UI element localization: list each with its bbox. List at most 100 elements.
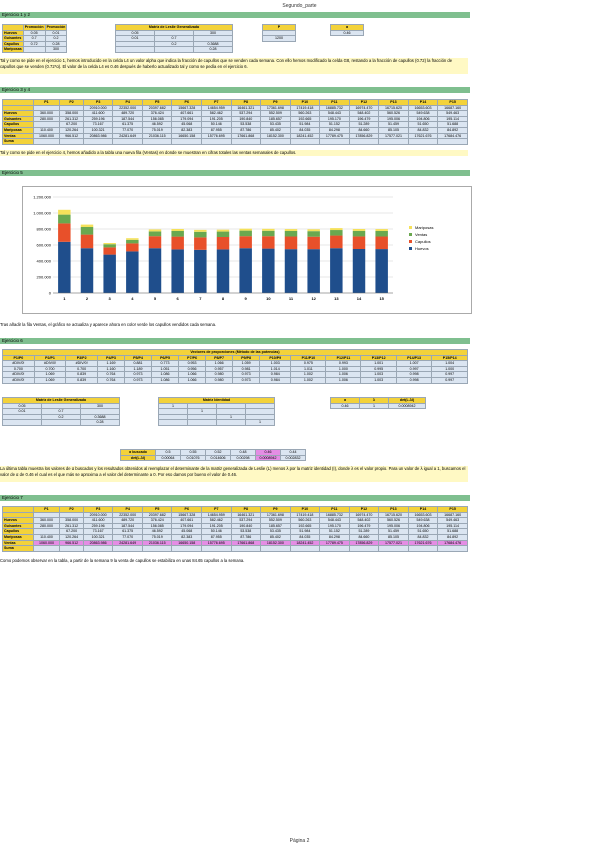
table-cell[interactable]: 0.973 bbox=[124, 377, 153, 384]
table-cell[interactable] bbox=[289, 545, 321, 552]
table-cell[interactable] bbox=[112, 545, 143, 552]
table-cell[interactable] bbox=[59, 545, 84, 552]
table-cell[interactable]: 1.066 bbox=[178, 377, 207, 384]
table-cell[interactable] bbox=[260, 138, 291, 145]
alpha-cell[interactable]: 0.46 bbox=[330, 29, 364, 37]
table-cell[interactable] bbox=[378, 545, 409, 552]
table-cell[interactable]: 0.014606 bbox=[205, 454, 231, 462]
table-cell[interactable]: 16687.160 bbox=[437, 104, 468, 112]
table-row: Ventas 1060.000 966.512 20863.986 24281.649 2… bbox=[2, 132, 468, 140]
table-cell[interactable] bbox=[82, 545, 114, 552]
table-cell-selected[interactable]: 0.0008942 bbox=[255, 454, 281, 462]
table-cell[interactable] bbox=[82, 138, 114, 145]
table-cell[interactable]: 0.984 bbox=[259, 371, 292, 378]
row-label bbox=[2, 104, 34, 112]
table-cell[interactable]: 0.997 bbox=[431, 371, 468, 378]
table-cell[interactable]: 0.764 bbox=[97, 377, 126, 384]
table-cell[interactable]: 1.069 bbox=[33, 377, 67, 384]
table-cell[interactable] bbox=[32, 545, 61, 552]
matrix-cell[interactable] bbox=[216, 419, 246, 426]
table-cell[interactable]: 0.997 bbox=[431, 377, 468, 384]
row-label: Suma bbox=[2, 545, 34, 552]
matrix-cell[interactable]: 1 bbox=[245, 419, 275, 426]
table-cell[interactable] bbox=[141, 138, 173, 145]
table-cell[interactable]: 0.839 bbox=[65, 377, 99, 384]
table-cell[interactable]: 0.44 bbox=[280, 449, 306, 456]
ex6-note: La última tabla muestra los valores de α… bbox=[0, 466, 468, 482]
table-cell[interactable]: 0.997 bbox=[395, 365, 433, 373]
matrix-cell[interactable]: 0.28 bbox=[80, 419, 120, 426]
table-cell[interactable]: 1.007 bbox=[395, 360, 433, 367]
table-cell[interactable] bbox=[59, 138, 84, 145]
matrix-cell[interactable]: 300 bbox=[80, 402, 120, 410]
table-cell[interactable]: 1200 bbox=[262, 35, 296, 42]
table-cell[interactable] bbox=[348, 138, 380, 145]
table-cell[interactable]: 1.006 bbox=[325, 377, 362, 384]
legend-swatch bbox=[409, 226, 412, 229]
lambda-cell[interactable]: 1 bbox=[359, 402, 389, 410]
table-cell[interactable]: 300 bbox=[44, 46, 68, 53]
bar-segment-mariposas bbox=[148, 229, 162, 232]
chart-canvas: 0 200.000 400.000 600.000 800.000 1.000.000 1.… bbox=[33, 195, 433, 302]
table-cell[interactable]: 1.003 bbox=[259, 360, 292, 367]
alpha-cell[interactable]: 0.46 bbox=[330, 402, 360, 410]
matrix-cell[interactable] bbox=[245, 408, 275, 415]
table-cell[interactable]: 0.980 bbox=[205, 377, 234, 384]
table-cell[interactable] bbox=[437, 138, 468, 145]
table-cell[interactable]: #DIV/0! bbox=[2, 377, 35, 384]
table-cell[interactable]: 0.998 bbox=[395, 377, 433, 384]
x-tick-label: 10 bbox=[266, 296, 271, 301]
matrix-cell[interactable]: 0.3688 bbox=[80, 413, 120, 421]
table-cell[interactable]: 0.002832 bbox=[280, 454, 306, 462]
table-row: #DIV/0! 1.069 0.839 0.764 0.973 1.086 1.066 0.9… bbox=[2, 377, 468, 384]
y-tick-label: 200.000 bbox=[37, 275, 52, 280]
matrix-cell[interactable] bbox=[154, 46, 194, 53]
table-cell[interactable] bbox=[230, 545, 262, 552]
table-cell[interactable]: 1.000 bbox=[431, 365, 468, 373]
table-cell[interactable] bbox=[407, 138, 439, 145]
matrix-cell[interactable] bbox=[80, 408, 120, 415]
matrix-cell[interactable] bbox=[245, 402, 275, 410]
table-cell[interactable] bbox=[112, 138, 143, 145]
table-cell[interactable]: 0.973 bbox=[232, 377, 261, 384]
table-cell[interactable]: 1.002 bbox=[290, 377, 327, 384]
table-cell[interactable]: 0.00298 bbox=[230, 454, 256, 462]
table-cell[interactable] bbox=[319, 138, 350, 145]
table-cell[interactable]: 1.014 bbox=[259, 365, 292, 373]
matrix-cell[interactable] bbox=[115, 46, 155, 53]
table-cell[interactable]: 0.01076 bbox=[180, 454, 206, 462]
table-cell[interactable]: 1.003 bbox=[360, 377, 397, 384]
table-cell[interactable] bbox=[141, 545, 173, 552]
matrix-cell[interactable] bbox=[2, 419, 42, 426]
table-cell[interactable] bbox=[289, 138, 321, 145]
matrix-cell[interactable] bbox=[187, 419, 217, 426]
table-cell[interactable] bbox=[437, 545, 468, 552]
matrix-cell[interactable]: 0.28 bbox=[193, 46, 233, 53]
table-cell[interactable]: 549.463 bbox=[437, 110, 468, 117]
matrix-cell[interactable] bbox=[41, 419, 81, 426]
table-cell[interactable]: 195.114 bbox=[437, 115, 468, 123]
table-cell[interactable] bbox=[230, 138, 262, 145]
table-cell[interactable]: 1.086 bbox=[151, 377, 180, 384]
table-cell[interactable] bbox=[171, 545, 203, 552]
row-label: det(L-λI) bbox=[120, 454, 156, 462]
table-row: Suma bbox=[2, 545, 468, 552]
table-cell[interactable] bbox=[32, 138, 61, 145]
table-cell[interactable]: 0.00064 bbox=[155, 454, 181, 462]
table-cell[interactable] bbox=[348, 545, 380, 552]
matrix-cell[interactable] bbox=[245, 413, 275, 421]
table-cell[interactable]: 0.998 bbox=[395, 371, 433, 378]
table-cell[interactable] bbox=[201, 138, 232, 145]
table-cell[interactable]: 51.688 bbox=[437, 121, 468, 128]
table-cell[interactable]: 0.984 bbox=[259, 377, 292, 384]
table-cell[interactable] bbox=[260, 545, 291, 552]
table-cell[interactable] bbox=[319, 545, 350, 552]
table-cell[interactable] bbox=[378, 138, 409, 145]
table-cell[interactable]: 1.004 bbox=[431, 360, 468, 367]
table-cell[interactable] bbox=[201, 545, 232, 552]
determinant-cell[interactable]: 0.0008942 bbox=[388, 402, 426, 410]
table-cell[interactable] bbox=[171, 138, 203, 145]
table-cell[interactable] bbox=[407, 545, 439, 552]
table-cell[interactable] bbox=[22, 46, 46, 53]
matrix-cell[interactable] bbox=[158, 419, 188, 426]
